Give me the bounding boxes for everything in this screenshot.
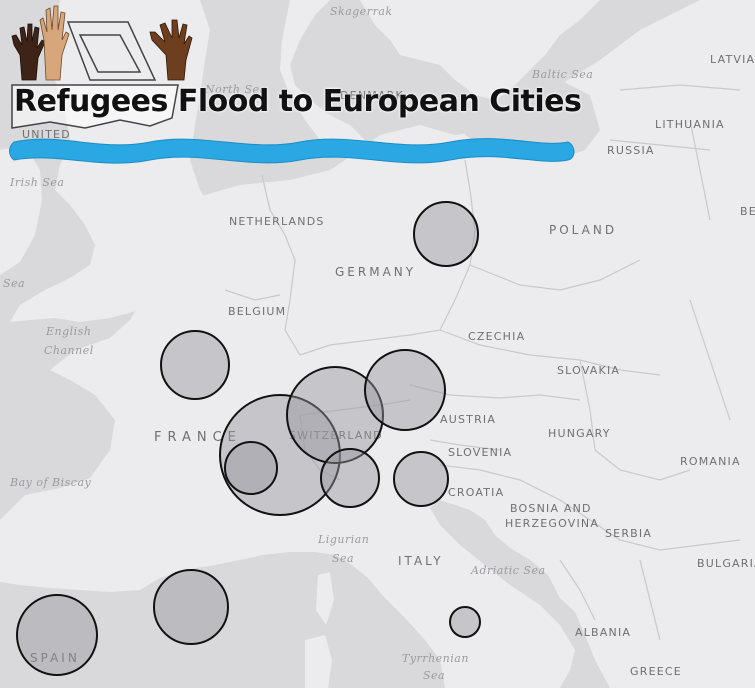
label-ligurian: Ligurian [317, 533, 369, 546]
bubble-venice[interactable] [393, 451, 449, 507]
refugee-bubbles [16, 201, 481, 676]
corsica-landmass [316, 572, 334, 625]
label-irish-sea: Irish Sea [9, 176, 64, 189]
label-bay-of-biscay: Bay of Biscay [9, 476, 92, 489]
label-united: UNITED [22, 128, 71, 141]
label-croatia: CROATIA [448, 486, 504, 499]
label-netherlands: NETHERLANDS [229, 215, 325, 228]
country-borders [224, 84, 741, 641]
label-russia: RUSSIA [607, 144, 655, 157]
scandinavia-landmass [280, 0, 365, 150]
label-latvia: LATVIA [710, 53, 755, 66]
bubble-milan[interactable] [320, 448, 380, 508]
brown-raised-hand-icon [149, 19, 193, 81]
label-switzerland: SWITZERLAND [289, 429, 383, 442]
label-belgium: BELGIUM [228, 305, 286, 318]
label-austria: AUSTRIA [440, 413, 496, 426]
label-sea-west: Sea [3, 277, 25, 290]
label-north-sea: North Sea [204, 83, 267, 96]
label-serbia: SERBIA [605, 527, 652, 540]
label-adriatic-sea: Adriatic Sea [470, 564, 546, 577]
label-tyrrhenian-sea: Sea [423, 669, 445, 682]
label-herzegovina: HERZEGOVINA [505, 517, 599, 530]
label-france: FRANCE [154, 430, 242, 445]
bubble-lyon-region[interactable] [219, 394, 341, 516]
bubble-marseille[interactable] [153, 569, 229, 645]
label-tyrrhenian: Tyrrhenian [402, 652, 469, 665]
label-skagerrak: Skagerrak [330, 5, 393, 18]
label-greece: GREECE [630, 665, 682, 678]
title-logo [9, 5, 575, 164]
label-poland: POLAND [549, 223, 617, 237]
bubble-paris[interactable] [160, 330, 230, 400]
water-wave-icon [9, 138, 575, 164]
bubble-berlin[interactable] [413, 201, 479, 267]
bubble-barcelona[interactable] [16, 594, 98, 676]
map-title: Refugees Flood to European Cities [14, 84, 582, 119]
ireland-landmass [0, 145, 42, 275]
boat-outline-icon [66, 21, 157, 81]
sardinia-landmass [305, 635, 332, 688]
label-channel: Channel [44, 344, 94, 357]
label-slovenia: SLOVENIA [448, 446, 512, 459]
italy-landmass [330, 505, 550, 688]
sweden-landmass [360, 0, 600, 100]
bubble-geneva[interactable] [224, 441, 278, 495]
label-czechia: CZECHIA [468, 330, 525, 343]
label-baltic-sea: Baltic Sea [531, 68, 593, 81]
place-labels: Skagerrak LATVIA Baltic Sea North Sea DE… [3, 5, 755, 682]
bubble-zurich[interactable] [286, 366, 384, 464]
bubble-munich[interactable] [364, 349, 446, 431]
label-romania: ROMANIA [680, 455, 741, 468]
label-germany: GERMANY [335, 265, 416, 279]
label-slovakia: SLOVAKIA [557, 364, 620, 377]
boat-hull [11, 84, 179, 129]
label-lithuania: LITHUANIA [655, 118, 725, 131]
label-ligurian-sea: Sea [332, 552, 354, 565]
label-bosnia: BOSNIA AND [510, 502, 592, 515]
label-italy: ITALY [398, 554, 444, 568]
bubble-rome[interactable] [449, 606, 481, 638]
label-english: English [45, 325, 91, 338]
label-albania: ALBANIA [575, 626, 631, 639]
label-denmark: DENMARK [340, 89, 404, 102]
tan-raised-hand-icon [39, 5, 70, 81]
label-spain: SPAIN [30, 651, 80, 665]
label-be: BE [740, 205, 755, 218]
label-hungary: HUNGARY [548, 427, 611, 440]
